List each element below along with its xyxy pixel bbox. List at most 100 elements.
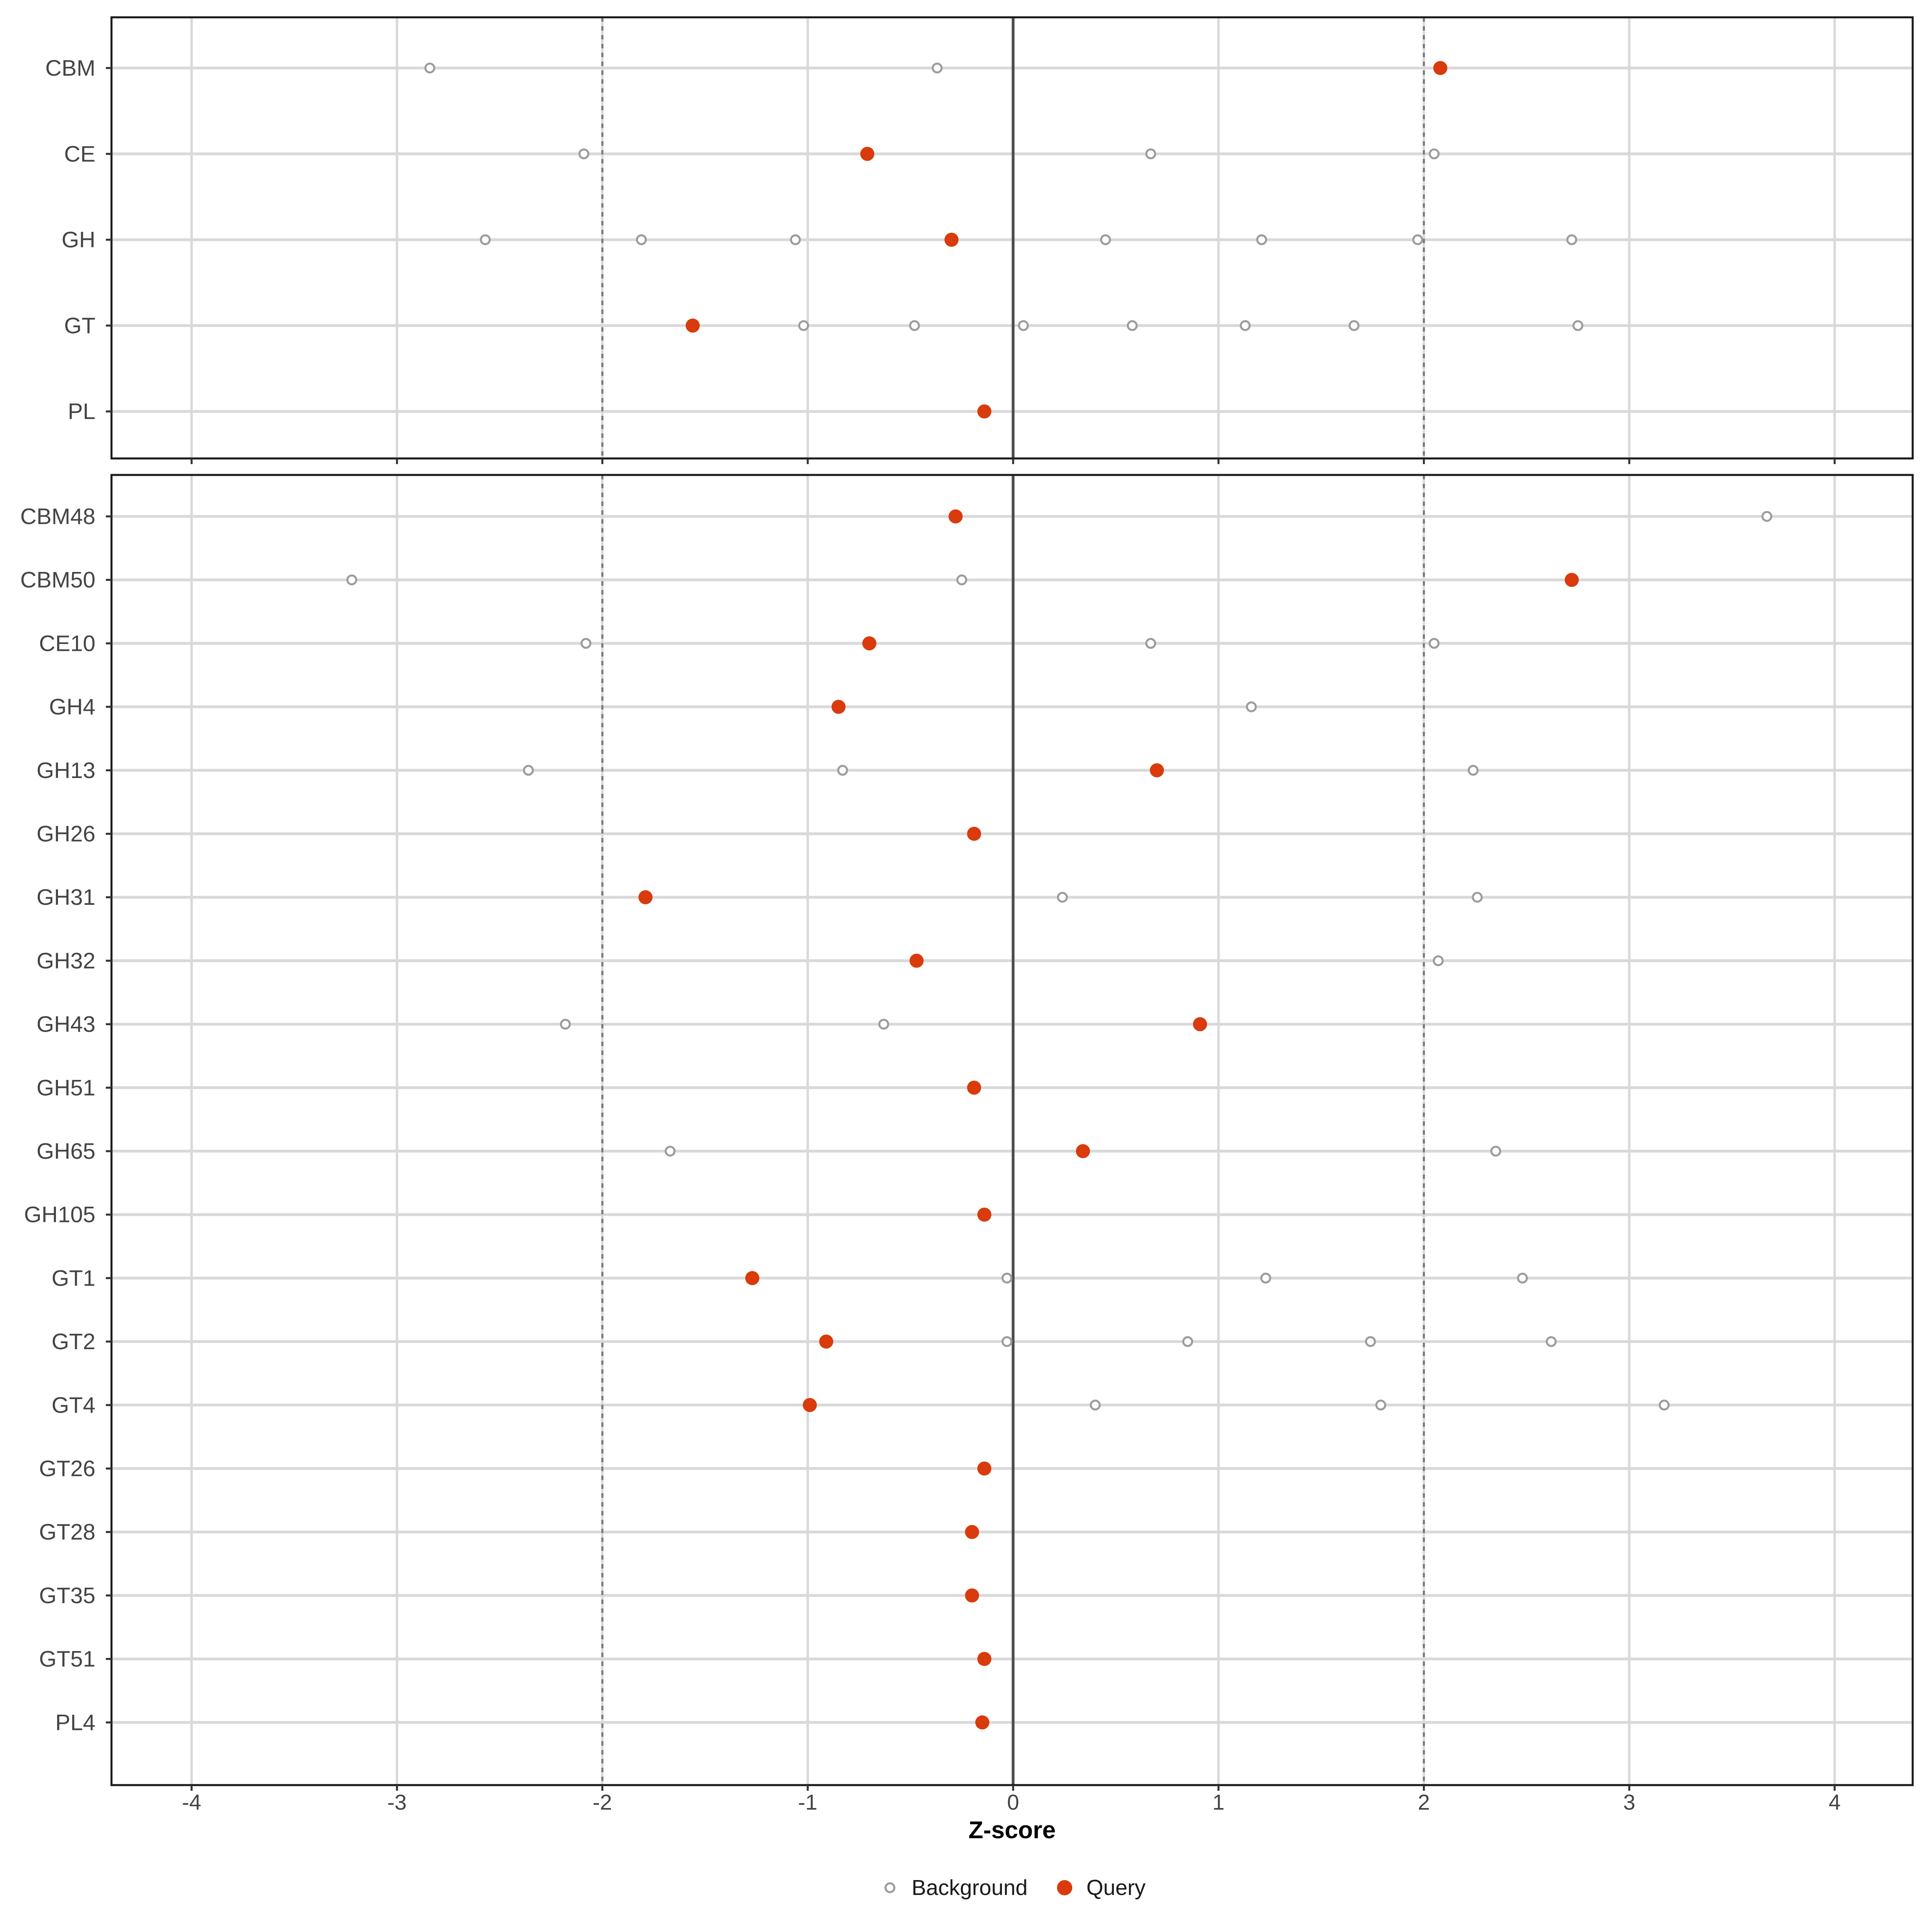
query-point <box>1193 1017 1207 1032</box>
background-point <box>931 62 943 74</box>
background-point <box>909 320 920 331</box>
background-point <box>1127 320 1138 331</box>
legend-item-query: Query <box>1053 1875 1146 1900</box>
legend-label-background: Background <box>911 1876 1028 1900</box>
query-point <box>965 1588 979 1603</box>
y-axis-label: GH32 <box>37 948 95 973</box>
query-point <box>638 890 653 904</box>
y-axis-label: GT35 <box>39 1583 95 1608</box>
query-point <box>975 1715 990 1730</box>
background-point <box>1260 1272 1271 1284</box>
query-point <box>745 1271 760 1285</box>
background-point <box>1517 1272 1528 1284</box>
x-tick-label: 2 <box>1418 1790 1430 1814</box>
query-point <box>977 1652 992 1666</box>
y-axis-label: GH <box>62 227 95 252</box>
y-axis-label: PL <box>68 398 96 424</box>
panel-border <box>110 16 1914 460</box>
query-point <box>803 1398 817 1412</box>
x-tick-label: -4 <box>182 1790 201 1814</box>
background-point <box>1100 234 1111 246</box>
background-point <box>1375 1399 1386 1411</box>
background-point <box>1001 1336 1013 1347</box>
y-axis-label: GT28 <box>39 1519 95 1544</box>
y-axis-label: GH26 <box>37 821 95 846</box>
y-axis-label: GH13 <box>37 758 95 783</box>
y-axis-label: GH105 <box>24 1202 95 1227</box>
x-tick-label: -3 <box>387 1790 407 1814</box>
background-point <box>1090 1399 1101 1411</box>
y-axis-label: GT2 <box>52 1329 95 1354</box>
background-point <box>798 320 809 331</box>
y-axis-label: GT4 <box>52 1392 95 1418</box>
query-point <box>977 1461 992 1476</box>
legend-item-background: Background <box>879 1875 1028 1900</box>
query-point <box>909 954 924 968</box>
background-point <box>346 574 357 586</box>
background-point <box>1468 765 1479 776</box>
query-point <box>860 147 875 161</box>
y-axis-label: CBM <box>45 55 95 80</box>
background-point <box>790 234 801 246</box>
query-point <box>685 318 700 333</box>
y-axis-label: GH43 <box>37 1011 95 1037</box>
legend-label-query: Query <box>1086 1876 1146 1900</box>
legend: Background Query <box>111 1864 1913 1912</box>
background-point <box>1182 1336 1193 1347</box>
y-axis-label: CE10 <box>39 630 95 656</box>
x-axis-title: Z-score <box>968 1816 1056 1843</box>
query-point <box>977 1208 992 1222</box>
x-tick-label: 1 <box>1212 1790 1224 1814</box>
background-point <box>1572 320 1583 331</box>
background-point <box>1256 234 1267 246</box>
background-point <box>1546 1336 1557 1347</box>
background-point <box>1432 955 1444 966</box>
background-point <box>1246 701 1257 712</box>
query-point <box>948 509 963 524</box>
background-point <box>424 62 436 74</box>
background-point <box>480 234 491 246</box>
y-axis-label: CE <box>64 141 95 166</box>
background-point <box>523 765 534 776</box>
query-point <box>1565 573 1579 587</box>
background-point <box>1145 148 1156 159</box>
background-point <box>636 234 647 246</box>
y-axis-label: GT51 <box>39 1646 95 1672</box>
query-point <box>977 404 992 419</box>
query-circle-icon <box>1057 1880 1073 1895</box>
background-point <box>956 574 967 586</box>
y-axis-label: GT26 <box>39 1456 95 1481</box>
x-tick-label: 4 <box>1829 1790 1841 1814</box>
query-point <box>965 1525 979 1539</box>
query-point <box>944 233 959 247</box>
background-point <box>1240 320 1251 331</box>
background-point <box>1472 892 1483 903</box>
y-axis-label: CBM48 <box>20 504 95 529</box>
background-point <box>1761 511 1773 522</box>
query-point <box>967 827 981 841</box>
background-point <box>837 765 848 776</box>
background-point <box>1348 320 1360 331</box>
y-axis-label: GH65 <box>37 1138 95 1164</box>
query-point <box>1076 1144 1090 1158</box>
query-point <box>862 636 877 650</box>
y-axis-label: GH31 <box>37 884 95 910</box>
query-point <box>819 1334 834 1349</box>
background-point <box>1428 148 1440 159</box>
x-tick-label: -2 <box>593 1790 612 1814</box>
y-axis-label: GH51 <box>37 1075 95 1100</box>
background-point <box>1057 892 1068 903</box>
background-point <box>1412 234 1423 246</box>
background-circle-icon <box>884 1882 896 1893</box>
query-point <box>1433 61 1447 75</box>
query-point <box>1150 763 1164 778</box>
y-axis-label: PL4 <box>55 1709 95 1735</box>
background-point <box>1566 234 1577 246</box>
x-tick-label: 0 <box>1007 1790 1019 1814</box>
y-axis-label: GH4 <box>49 694 95 719</box>
query-point <box>831 700 846 714</box>
background-point <box>1365 1336 1376 1347</box>
background-point <box>1018 320 1029 331</box>
